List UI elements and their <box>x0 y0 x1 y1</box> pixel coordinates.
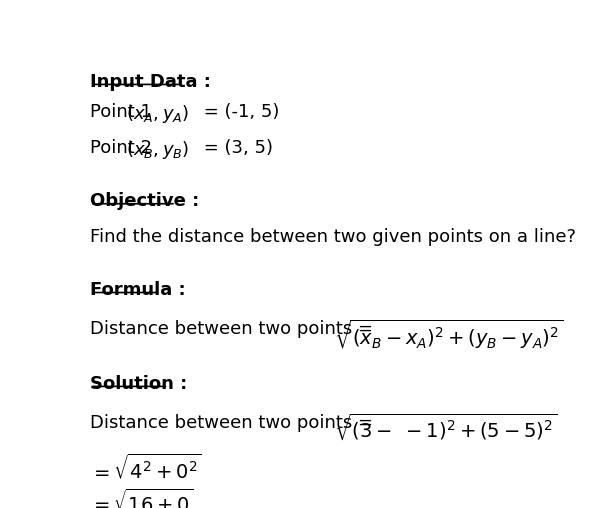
Text: Distance between two points =: Distance between two points = <box>90 414 379 432</box>
Text: Distance between two points =: Distance between two points = <box>90 320 379 338</box>
Text: = (3, 5): = (3, 5) <box>198 139 272 157</box>
Text: $\sqrt{(3 -\ -1)^2 + (5 - 5)^2}$: $\sqrt{(3 -\ -1)^2 + (5 - 5)^2}$ <box>334 411 558 442</box>
Text: $(x_A, y_A)$: $(x_A, y_A)$ <box>126 103 190 125</box>
Text: = (-1, 5): = (-1, 5) <box>198 103 279 121</box>
Text: $(x_B, y_B)$: $(x_B, y_B)$ <box>126 139 190 161</box>
Text: $\sqrt{(x_B - x_A)^2 + (y_B - y_A)^2}$: $\sqrt{(x_B - x_A)^2 + (y_B - y_A)^2}$ <box>334 318 564 351</box>
Text: Solution :: Solution : <box>90 375 187 393</box>
Text: $= \sqrt{16 + 0}$: $= \sqrt{16 + 0}$ <box>90 489 193 508</box>
Text: Formula :: Formula : <box>90 281 186 299</box>
Text: Point 2: Point 2 <box>90 139 152 157</box>
Text: $= \sqrt{4^2 + 0^2}$: $= \sqrt{4^2 + 0^2}$ <box>90 453 202 483</box>
Text: Input Data :: Input Data : <box>90 73 211 91</box>
Text: Point 1: Point 1 <box>90 103 152 121</box>
Text: Find the distance between two given points on a line?: Find the distance between two given poin… <box>90 228 576 246</box>
Text: Objective :: Objective : <box>90 192 199 210</box>
